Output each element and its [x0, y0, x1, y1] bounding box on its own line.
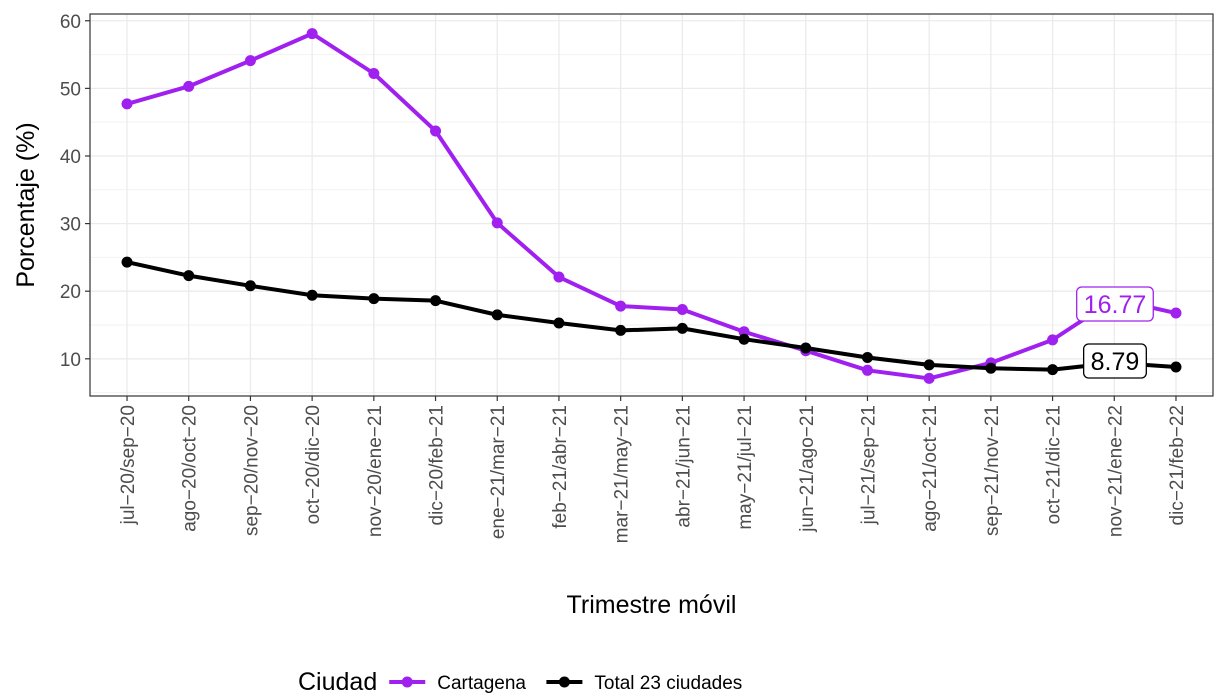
x-tick-label: dic−20/feb−21 — [427, 405, 448, 525]
data-point — [183, 80, 195, 92]
y-tick-label: 50 — [60, 79, 81, 100]
legend-label-1: Total 23 ciudades — [594, 673, 742, 694]
data-point — [306, 28, 318, 40]
end-label-text: 8.79 — [1091, 348, 1140, 376]
x-tick-label: jul−21/sep−21 — [858, 405, 879, 525]
x-tick-label: oct−21/dic−21 — [1044, 405, 1065, 524]
data-point — [800, 342, 812, 354]
data-point — [553, 271, 565, 283]
legend: Ciudad Cartagena Total 23 ciudades — [298, 668, 742, 696]
end-label-text: 16.77 — [1084, 291, 1147, 319]
end-label-1: 8.79 — [1082, 343, 1147, 379]
y-tick-label: 10 — [60, 350, 81, 371]
x-tick-label: sep−20/nov−20 — [241, 405, 262, 536]
x-tick-label: oct−20/dic−20 — [303, 405, 324, 524]
data-point — [368, 293, 380, 305]
legend-key-point — [558, 676, 570, 688]
y-axis: 10 20 30 40 50 60 — [60, 12, 90, 371]
data-point — [244, 280, 256, 292]
legend-items: Cartagena Total 23 ciudades — [389, 673, 742, 694]
x-tick-label: ago−20/oct−20 — [180, 405, 201, 532]
data-point — [861, 351, 873, 363]
data-point — [553, 317, 565, 329]
plot-panel-border — [89, 13, 1214, 397]
x-tick-label: nov−21/ene−22 — [1105, 405, 1126, 537]
data-point — [923, 372, 935, 384]
series-line-1 — [125, 260, 1178, 372]
data-point — [985, 362, 997, 374]
x-tick-label: jul−20/sep−20 — [118, 405, 139, 525]
series-layer — [121, 28, 1182, 384]
y-tick-label: 20 — [60, 282, 81, 303]
x-tick-label: sep−21/nov−21 — [982, 405, 1003, 536]
data-point — [491, 217, 503, 229]
y-axis-title: Porcentaje (%) — [12, 122, 40, 287]
x-axis: jul−20/sep−20 ago−20/oct−20 sep−20/nov−20 o… — [118, 396, 1188, 543]
x-tick-label: ene−21/mar−21 — [488, 405, 509, 539]
data-point — [306, 289, 318, 301]
data-point — [923, 359, 935, 371]
data-point — [676, 322, 688, 334]
y-tick-label: 60 — [60, 12, 81, 33]
x-tick-label: nov−20/ene−21 — [365, 405, 386, 537]
x-tick-label: may−21/jul−21 — [735, 405, 756, 530]
data-point — [1170, 361, 1182, 373]
legend-key-point — [401, 676, 413, 688]
data-point — [491, 309, 503, 321]
end-label-box — [1082, 343, 1147, 379]
data-point — [1170, 307, 1182, 319]
x-tick-label: dic−21/feb−22 — [1167, 405, 1188, 525]
legend-label-0: Cartagena — [437, 673, 526, 694]
data-point — [430, 295, 442, 307]
data-point — [615, 324, 627, 336]
minor-gridlines — [90, 54, 1213, 394]
data-point — [368, 67, 380, 79]
data-point — [615, 300, 627, 312]
data-point — [183, 270, 195, 282]
data-point — [861, 364, 873, 376]
x-tick-label: abr−21/jun−21 — [673, 405, 694, 528]
x-tick-label: mar−21/may−21 — [612, 405, 633, 543]
x-tick-label: ago−21/oct−21 — [920, 405, 941, 532]
major-gridlines — [90, 14, 1213, 396]
data-point — [1047, 364, 1059, 376]
y-tick-label: 40 — [60, 147, 81, 168]
legend-title: Ciudad — [298, 668, 377, 696]
x-axis-title: Trimestre móvil — [567, 591, 737, 619]
data-point — [676, 303, 688, 315]
end-label-0: 16.77 — [1076, 286, 1154, 322]
data-point — [430, 125, 442, 137]
y-tick-label: 30 — [60, 215, 81, 236]
data-point — [121, 256, 133, 268]
end-label-box — [1076, 286, 1154, 322]
data-point — [738, 333, 750, 345]
data-point — [121, 98, 133, 110]
x-tick-label: feb−21/abr−21 — [550, 405, 571, 529]
series-line-0 — [125, 31, 1178, 381]
x-tick-label: jun−21/ago−21 — [797, 405, 818, 533]
data-point — [244, 55, 256, 67]
end-labels-layer: 16.77 8.79 — [1076, 286, 1154, 379]
data-point — [1047, 334, 1059, 346]
